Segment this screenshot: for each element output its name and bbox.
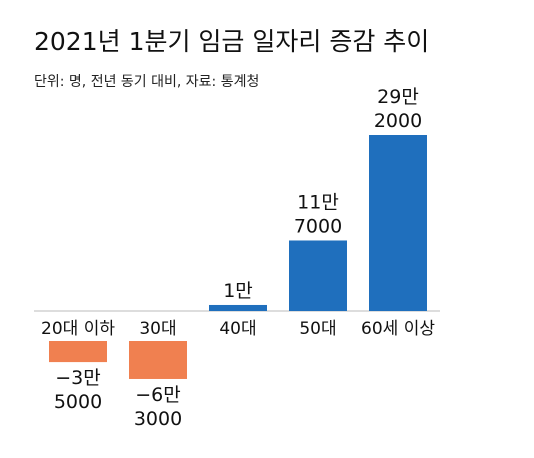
category-label-4: 60세 이상 xyxy=(361,319,435,339)
value-label-1-1: 3000 xyxy=(134,408,182,430)
bar-0 xyxy=(49,341,107,363)
category-label-1: 30대 xyxy=(139,319,176,339)
value-label-0-0: −3만 xyxy=(55,367,101,389)
bar-2 xyxy=(209,304,267,311)
value-label-1-0: −6만 xyxy=(135,384,181,406)
category-labels: 20대 이하 30대 40대 50대 60세 이상 xyxy=(41,319,435,339)
chart-title: 2021년 1분기 임금 일자리 증감 추이 xyxy=(34,27,429,56)
chart-subtitle: 단위: 명, 전년 동기 대비, 자료: 통계청 xyxy=(34,74,259,90)
bars-group xyxy=(49,135,427,379)
value-label-4-1: 2000 xyxy=(374,110,422,132)
category-label-0: 20대 이하 xyxy=(41,319,115,339)
value-label-3-0: 11만 xyxy=(297,191,339,213)
category-label-2: 40대 xyxy=(219,319,256,339)
category-label-3: 50대 xyxy=(299,319,336,339)
value-label-2-0: 1만 xyxy=(223,280,253,302)
bar-4 xyxy=(369,135,427,311)
bar-1 xyxy=(129,341,187,379)
bar-3 xyxy=(289,240,347,311)
value-label-3-1: 7000 xyxy=(294,215,342,237)
value-label-4-0: 29만 xyxy=(377,86,419,108)
value-label-0-1: 5000 xyxy=(54,391,102,413)
